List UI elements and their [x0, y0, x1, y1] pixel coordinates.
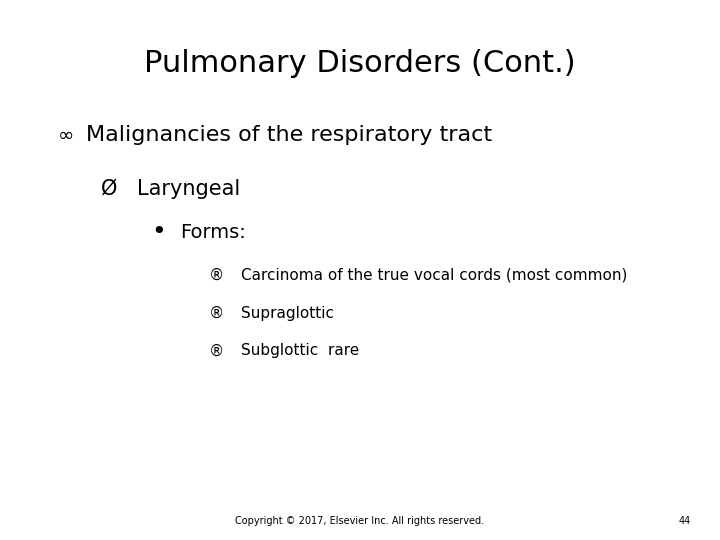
Text: Subglottic  rare: Subglottic rare [241, 343, 359, 359]
Text: Pulmonary Disorders (Cont.): Pulmonary Disorders (Cont.) [144, 49, 576, 78]
Text: Copyright © 2017, Elsevier Inc. All rights reserved.: Copyright © 2017, Elsevier Inc. All righ… [235, 516, 485, 526]
Text: ∞: ∞ [58, 125, 74, 145]
Text: Forms:: Forms: [180, 222, 246, 242]
Text: Carcinoma of the true vocal cords (most common): Carcinoma of the true vocal cords (most … [241, 268, 628, 283]
Text: 44: 44 [679, 516, 691, 526]
Text: Ø: Ø [101, 179, 117, 199]
Text: Supraglottic: Supraglottic [241, 306, 334, 321]
Text: ®: ® [209, 306, 224, 321]
Text: Laryngeal: Laryngeal [137, 179, 240, 199]
Text: ®: ® [209, 268, 224, 283]
Text: •: • [151, 220, 166, 244]
Text: ®: ® [209, 343, 224, 359]
Text: Malignancies of the respiratory tract: Malignancies of the respiratory tract [86, 125, 492, 145]
